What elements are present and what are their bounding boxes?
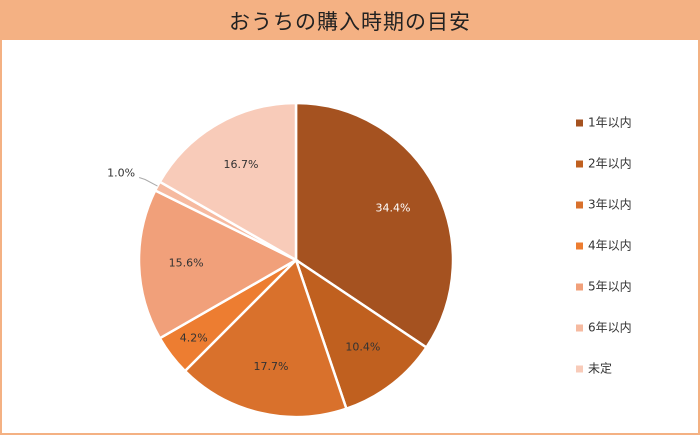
data-label-5: 15.6% [169,256,204,269]
legend-swatch-3 [576,201,583,209]
legend-label-2: 2年以内 [588,157,632,171]
legend-swatch-6 [576,324,583,332]
leader-line-6 [138,177,158,187]
legend-swatch-5 [576,283,583,291]
pie-slice-2 [293,256,429,411]
legend-swatch-7 [576,365,583,373]
data-label-4: 4.2% [180,331,208,344]
leader-lines [138,177,158,187]
legend-label-6: 6年以内 [588,321,632,335]
legend-swatch-1 [576,119,583,127]
data-labels: 34.4% 10.4% 17.7% 4.2% 15.6% 1.0% 16.7% [107,158,410,373]
legend-label-4: 4年以内 [588,239,632,253]
data-label-6: 1.0% [107,167,135,180]
title-bar: おうちの購入時期の目安 [2,2,698,40]
pie-slice-1 [294,101,455,350]
legend-swatch-2 [576,160,583,168]
data-label-2: 10.4% [345,340,380,353]
chart-title: おうちの購入時期の目安 [229,10,471,34]
pie-slice-7 [158,101,298,263]
legend-label-1: 1年以内 [588,116,632,130]
legend-label-5: 5年以内 [588,280,632,294]
data-label-1: 34.4% [375,201,410,214]
legend-label-7: 未定 [588,361,612,376]
data-label-3: 17.7% [254,360,289,373]
legend-label-3: 3年以内 [588,198,632,212]
pie-slice-5 [137,188,299,340]
legend-swatch-4 [576,242,583,250]
data-label-7: 16.7% [223,158,258,171]
pie-slice-3 [183,257,348,419]
pie-slices [137,101,455,419]
